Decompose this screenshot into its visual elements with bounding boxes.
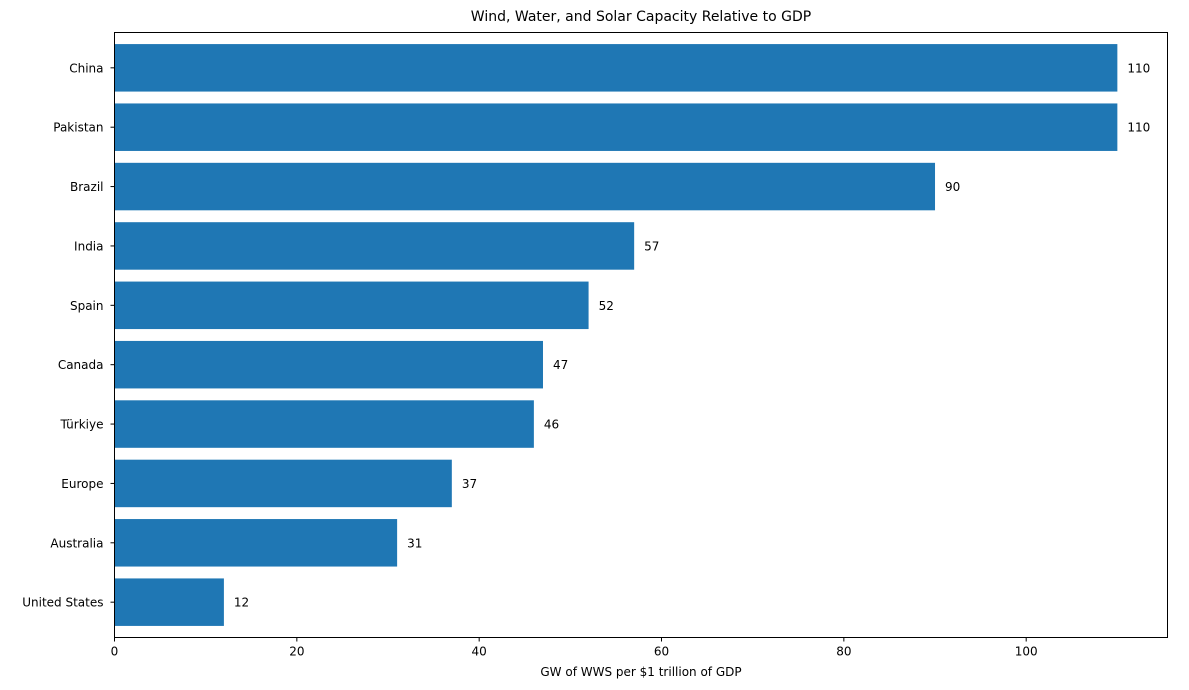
y-tick-label: Brazil [70,180,104,194]
y-axis-ticks: China Pakistan Brazil India Spain Canada Türki… [22,61,115,610]
y-tick-label: United States [22,596,103,610]
y-tick-label: India [74,239,103,253]
y-tick-label: Europe [61,477,103,491]
x-tick-label: 100 [1015,645,1038,659]
bar-canada [114,340,543,389]
data-label: 52 [599,299,614,313]
bars-group [114,44,1118,626]
x-axis-ticks: 0 20 40 60 80 100 [111,637,1038,659]
plot-frame [114,32,1168,638]
y-tick-label: Pakistan [53,121,103,135]
x-tick-label: 0 [111,645,119,659]
data-label: 46 [544,418,559,432]
x-tick-label: 40 [472,645,487,659]
data-label: 110 [1127,121,1150,135]
data-label: 110 [1127,61,1150,75]
data-labels-group: 110 110 90 57 52 47 46 37 31 12 [234,61,1150,609]
data-label: 12 [234,596,249,610]
y-tick-label: China [69,61,103,75]
bar-china [114,44,1118,92]
y-tick-label: Türkiye [60,418,104,432]
data-label: 31 [407,536,422,550]
data-label: 37 [462,477,477,491]
x-tick-label: 20 [289,645,304,659]
bar-brazil [114,162,936,211]
x-axis-label: GW of WWS per $1 trillion of GDP [540,665,741,679]
bar-united-states [114,578,224,626]
x-tick-label: 60 [654,645,669,659]
bar-pakistan [114,103,1118,151]
bar-india [114,222,635,270]
bar-australia [114,519,398,567]
y-tick-label: Canada [58,358,104,372]
chart-title: Wind, Water, and Solar Capacity Relative… [471,9,811,25]
x-tick-label: 80 [836,645,851,659]
y-tick-label: Spain [70,299,104,313]
data-label: 90 [945,180,960,194]
bar-t-rkiye [114,400,534,448]
data-label: 47 [553,358,568,372]
data-label: 57 [644,239,659,253]
bar-spain [114,281,589,330]
bar-europe [114,459,452,508]
y-tick-label: Australia [50,536,103,550]
